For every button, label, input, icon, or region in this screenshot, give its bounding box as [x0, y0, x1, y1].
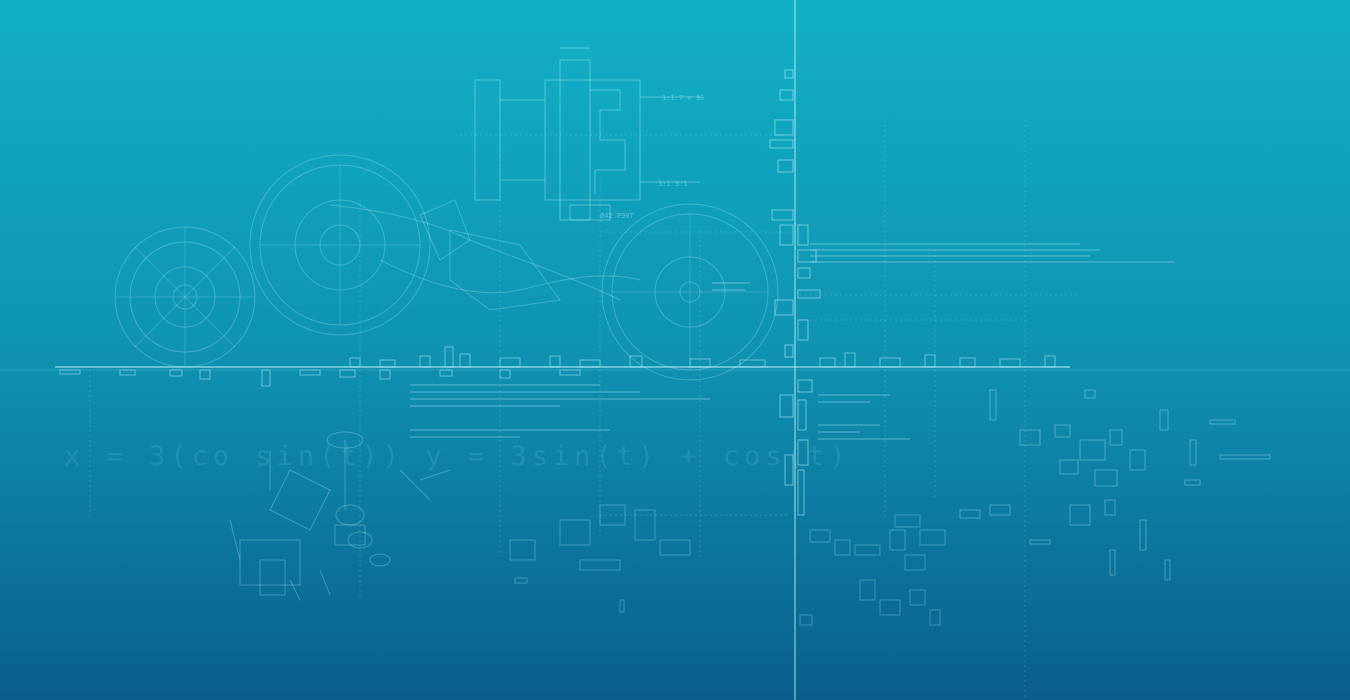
- formula-text: x = 3(co sin(t)) y = 3sin(t) + cos(t): [64, 441, 851, 472]
- drawing-callout: Ø42 P90T: [600, 212, 635, 220]
- drawing-callout: 3:1 3:1: [658, 180, 688, 188]
- drawing-callout: 1:1:7 x 36: [662, 94, 704, 102]
